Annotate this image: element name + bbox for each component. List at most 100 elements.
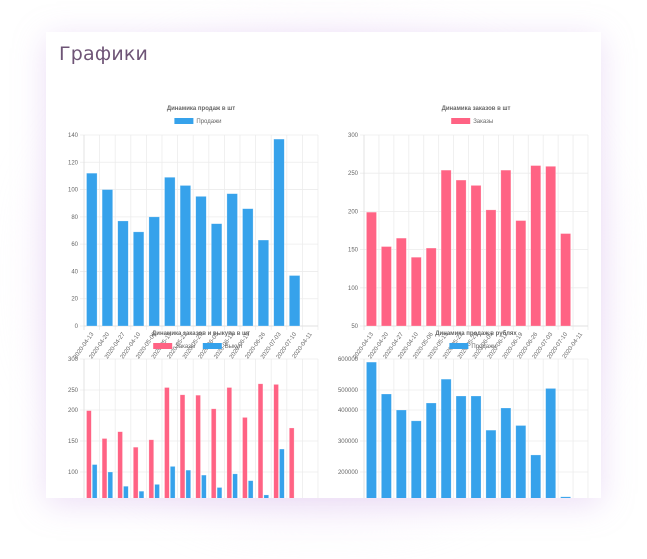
- bar-Продажи: [515, 425, 527, 498]
- bar-Заказы: [179, 394, 186, 498]
- bar-Заказы: [289, 427, 295, 498]
- legend-item: Продажи: [449, 343, 496, 350]
- y-tick-label: 100: [68, 470, 79, 476]
- y-tick-label: 40: [71, 269, 78, 275]
- y-tick-label: 120: [68, 160, 79, 166]
- bar-Заказы: [500, 169, 512, 327]
- bar-Выкуп: [138, 490, 145, 498]
- bar-Заказы: [560, 233, 571, 327]
- y-tick-label: 50: [351, 324, 358, 330]
- y-tick-label: 20: [71, 297, 78, 303]
- bar-Продажи: [500, 407, 512, 498]
- bar-Выкуп: [154, 484, 160, 498]
- chart-sales-qty: Динамика продаж в шт Продажи 0 20 40 60 80 100 1…: [68, 106, 319, 360]
- bar-Заказы: [515, 220, 527, 327]
- legend-item: Выкуп: [202, 343, 242, 350]
- y-tick-label: 200: [348, 209, 359, 215]
- legend-label: Заказы: [473, 119, 493, 125]
- bar-Заказы: [366, 211, 377, 327]
- bar-Заказы: [485, 209, 497, 327]
- bar-Заказы: [101, 438, 108, 498]
- bar-Заказы: [133, 446, 139, 498]
- bar-Продажи: [366, 361, 377, 498]
- bar-Продажи: [289, 275, 301, 327]
- y-tick-label: 400000: [338, 408, 359, 414]
- bar-Продажи: [425, 402, 437, 498]
- legend-swatch: [174, 118, 194, 124]
- y-tick-label: 100: [348, 286, 359, 292]
- legend-label: Продажи: [471, 344, 496, 350]
- bar-Продажи: [179, 185, 191, 327]
- bar-Выкуп: [216, 487, 223, 498]
- y-tick-label: 150: [348, 248, 359, 254]
- y-tick-label: 300: [348, 133, 359, 139]
- bar-Продажи: [164, 176, 176, 327]
- bar-Заказы: [211, 408, 217, 498]
- bar-Продажи: [195, 196, 207, 327]
- y-tick-label: 200000: [338, 470, 359, 476]
- bar-Выкуп: [123, 485, 129, 498]
- y-tick-label: 60: [71, 242, 78, 248]
- y-tick-label: 80: [71, 215, 78, 221]
- legend-swatch: [202, 343, 222, 349]
- bar-Заказы: [396, 237, 407, 327]
- bar-Выкуп: [248, 480, 254, 498]
- bar-Заказы: [148, 439, 155, 498]
- legend-swatch: [451, 118, 471, 124]
- bar-Продажи: [485, 429, 497, 498]
- bar-Выкуп: [170, 466, 176, 498]
- legend-swatch: [449, 343, 469, 349]
- chart-title: Динамика заказов и выкупа в шт: [152, 331, 250, 337]
- y-tick-label: 140: [68, 133, 79, 139]
- bar-Продажи: [545, 388, 556, 498]
- bar-Продажи: [226, 193, 238, 327]
- bar-Продажи: [148, 216, 160, 327]
- chart-orders-buyout-qty: Динамика заказов и выкупа в шт Заказы Выку…: [68, 331, 319, 498]
- bar-Продажи: [117, 220, 129, 327]
- y-tick-label: 600000: [338, 357, 359, 363]
- legend-swatch: [153, 343, 173, 349]
- bar-Заказы: [273, 384, 279, 498]
- y-tick-label: 200: [68, 408, 79, 414]
- y-tick-label: 300: [68, 357, 79, 363]
- bar-Заказы: [425, 247, 437, 327]
- y-tick-label: 150: [68, 439, 79, 445]
- y-tick-label: 0: [75, 324, 79, 330]
- legend-item: Заказы: [153, 343, 195, 350]
- legend-item: Продажи: [174, 118, 221, 125]
- chart-title: Динамика заказов в шт: [442, 106, 511, 112]
- bar-Заказы: [410, 256, 422, 327]
- bar-Заказы: [257, 383, 264, 498]
- charts-card: Графики Динамика продаж в шт Продажи 0 20 40…: [46, 32, 601, 498]
- bar-Заказы: [195, 394, 201, 498]
- bar-Заказы: [455, 179, 467, 327]
- bar-Продажи: [242, 208, 254, 327]
- legend-label: Выкуп: [225, 344, 242, 350]
- bar-Выкуп: [91, 464, 98, 498]
- bar-Заказы: [470, 185, 482, 327]
- chart-title: Динамика продаж в шт: [167, 106, 235, 112]
- bar-Продажи: [530, 454, 542, 498]
- y-tick-label: 250: [68, 388, 79, 394]
- legend-label: Продажи: [196, 119, 221, 125]
- y-tick-label: 500000: [338, 388, 359, 394]
- bar-Продажи: [440, 378, 452, 498]
- bar-Продажи: [211, 223, 223, 327]
- legend-item: Заказы: [451, 118, 493, 125]
- y-tick-label: 250: [348, 171, 359, 177]
- bar-Заказы: [440, 169, 452, 327]
- bar-Выкуп: [201, 474, 207, 498]
- legend-label: Заказы: [175, 344, 195, 350]
- bar-Заказы: [545, 166, 556, 327]
- bar-Продажи: [133, 231, 145, 327]
- chart-orders-qty: Динамика заказов в шт Заказы 50 100 150 200 25…: [348, 106, 589, 360]
- bar-Продажи: [101, 189, 113, 327]
- bar-Продажи: [396, 409, 407, 498]
- bar-Заказы: [242, 417, 248, 498]
- bar-Продажи: [381, 393, 392, 498]
- bar-Заказы: [164, 387, 170, 498]
- y-tick-label: 100: [68, 188, 79, 194]
- bar-Выкуп: [107, 471, 113, 498]
- bar-Выкуп: [263, 494, 269, 498]
- chart-title: Динамика продаж в рублях: [435, 330, 517, 337]
